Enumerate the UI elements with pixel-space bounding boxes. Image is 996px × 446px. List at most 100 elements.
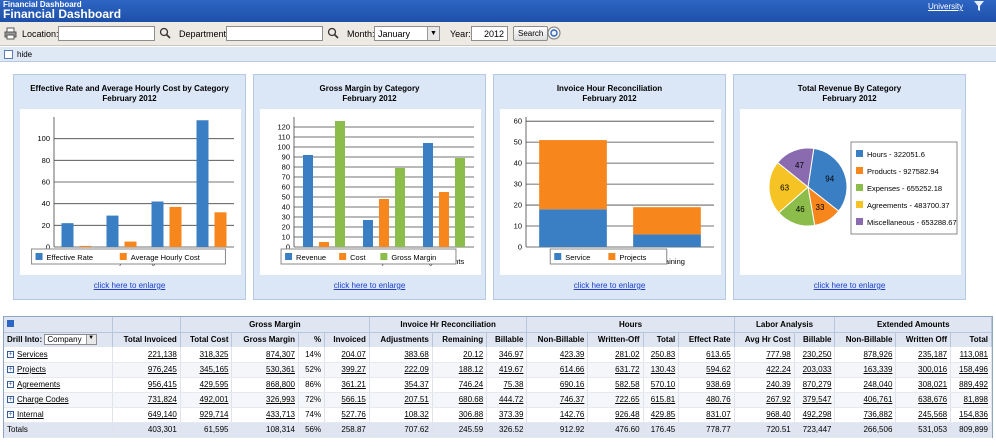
table-cell[interactable]: 250.83	[643, 347, 680, 363]
table-cell[interactable]: 615.81	[643, 392, 680, 408]
department-input[interactable]	[226, 26, 323, 41]
row-link[interactable]: Projects	[17, 365, 46, 374]
drill-into-select[interactable]: Company ▼	[44, 334, 97, 346]
table-cell[interactable]: 203,033	[794, 362, 836, 378]
table-cell[interactable]: 631.72	[587, 362, 644, 378]
table-cell[interactable]: 346.97	[486, 347, 528, 363]
table-cell[interactable]: 831.07	[678, 407, 735, 423]
table-cell[interactable]: 594.62	[678, 362, 735, 378]
table-cell[interactable]: 326,993	[231, 392, 299, 408]
expand-icon[interactable]: +	[7, 381, 14, 389]
table-cell[interactable]: 406,761	[834, 392, 897, 408]
table-cell[interactable]: 956,415	[112, 377, 181, 393]
row-link[interactable]: Charge Codes	[17, 395, 69, 404]
expand-icon[interactable]: +	[7, 366, 14, 374]
table-cell[interactable]: 613.65	[678, 347, 735, 363]
table-cell[interactable]: 221,138	[112, 347, 181, 363]
table-cell[interactable]: 75.38	[486, 377, 528, 393]
table-cell[interactable]: 158,496	[950, 362, 992, 378]
table-cell[interactable]: 373.39	[486, 407, 528, 423]
table-cell[interactable]: 874,307	[231, 347, 299, 363]
location-search-icon[interactable]	[159, 27, 171, 39]
table-cell[interactable]: 130.43	[643, 362, 680, 378]
university-link[interactable]: University	[928, 2, 964, 11]
table-cell[interactable]: 878,926	[834, 347, 897, 363]
table-cell[interactable]: 281.02	[587, 347, 644, 363]
grid-settings-icon[interactable]	[7, 319, 14, 327]
table-cell[interactable]: 870,279	[794, 377, 836, 393]
table-cell[interactable]: 570.10	[643, 377, 680, 393]
table-cell[interactable]: 113,081	[950, 347, 992, 363]
print-icon[interactable]	[4, 27, 17, 40]
table-cell[interactable]: 230,250	[794, 347, 836, 363]
row-link[interactable]: Agreements	[17, 380, 61, 389]
filter-icon[interactable]	[974, 1, 984, 11]
expand-icon[interactable]: +	[7, 351, 14, 359]
table-cell[interactable]: 81,898	[950, 392, 992, 408]
table-cell[interactable]: 433,713	[231, 407, 299, 423]
table-cell[interactable]: 248,040	[834, 377, 897, 393]
table-cell[interactable]: 108.32	[369, 407, 433, 423]
table-cell[interactable]: 308,021	[895, 377, 952, 393]
department-search-icon[interactable]	[327, 27, 339, 39]
refresh-icon[interactable]	[547, 26, 561, 40]
row-link[interactable]: Internal	[17, 410, 44, 419]
table-cell[interactable]: 690.16	[526, 377, 589, 393]
table-cell[interactable]: 746.24	[432, 377, 488, 393]
table-cell[interactable]: 480.76	[678, 392, 735, 408]
table-cell[interactable]: 492,298	[794, 407, 836, 423]
table-cell[interactable]: 419.67	[486, 362, 528, 378]
row-label[interactable]: + Charge Codes	[4, 392, 113, 408]
table-cell[interactable]: 379,547	[794, 392, 836, 408]
table-cell[interactable]: 188.12	[432, 362, 488, 378]
table-cell[interactable]: 731,824	[112, 392, 181, 408]
table-cell[interactable]: 345,165	[180, 362, 233, 378]
table-cell[interactable]: 163,339	[834, 362, 897, 378]
row-label[interactable]: + Projects	[4, 362, 113, 378]
table-cell[interactable]: 722.65	[587, 392, 644, 408]
table-cell[interactable]: 429.85	[643, 407, 680, 423]
row-label[interactable]: + Internal	[4, 407, 113, 423]
table-cell[interactable]: 306.88	[432, 407, 488, 423]
table-cell[interactable]: 245,568	[895, 407, 952, 423]
table-cell[interactable]: 383.68	[369, 347, 433, 363]
table-cell[interactable]: 746.37	[526, 392, 589, 408]
table-cell[interactable]: 361.21	[324, 377, 370, 393]
hide-bar[interactable]: hide	[0, 47, 996, 62]
table-cell[interactable]: 566.15	[324, 392, 370, 408]
table-cell[interactable]: 235,187	[895, 347, 952, 363]
year-input[interactable]	[471, 26, 508, 41]
table-cell[interactable]: 527.76	[324, 407, 370, 423]
table-cell[interactable]: 204.07	[324, 347, 370, 363]
table-cell[interactable]: 680.68	[432, 392, 488, 408]
table-cell[interactable]: 154,836	[950, 407, 992, 423]
row-link[interactable]: Services	[17, 349, 48, 359]
enlarge-link[interactable]: click here to enlarge	[813, 281, 886, 290]
table-cell[interactable]: 240.39	[734, 377, 795, 393]
row-label[interactable]: + Services	[4, 347, 113, 363]
row-label[interactable]: + Agreements	[4, 377, 113, 393]
table-cell[interactable]: 399.27	[324, 362, 370, 378]
enlarge-link[interactable]: click here to enlarge	[93, 281, 166, 290]
table-cell[interactable]: 736,882	[834, 407, 897, 423]
table-cell[interactable]: 20.12	[432, 347, 488, 363]
table-cell[interactable]: 222.09	[369, 362, 433, 378]
table-cell[interactable]: 492,001	[180, 392, 233, 408]
table-cell[interactable]: 354.37	[369, 377, 433, 393]
table-cell[interactable]: 422.24	[734, 362, 795, 378]
table-cell[interactable]: 938.69	[678, 377, 735, 393]
expand-icon[interactable]: +	[7, 411, 14, 419]
table-cell[interactable]: 444.72	[486, 392, 528, 408]
month-select[interactable]: January ▼	[374, 26, 440, 41]
table-cell[interactable]: 318,325	[180, 347, 233, 363]
table-cell[interactable]: 649,140	[112, 407, 181, 423]
table-cell[interactable]: 929,714	[180, 407, 233, 423]
search-button[interactable]: Search	[513, 26, 549, 41]
table-cell[interactable]: 777.98	[734, 347, 795, 363]
table-cell[interactable]: 638,676	[895, 392, 952, 408]
table-cell[interactable]: 207.51	[369, 392, 433, 408]
table-cell[interactable]: 423.39	[526, 347, 589, 363]
table-cell[interactable]: 582.58	[587, 377, 644, 393]
expand-icon[interactable]: +	[7, 396, 14, 404]
table-cell[interactable]: 142.76	[526, 407, 589, 423]
